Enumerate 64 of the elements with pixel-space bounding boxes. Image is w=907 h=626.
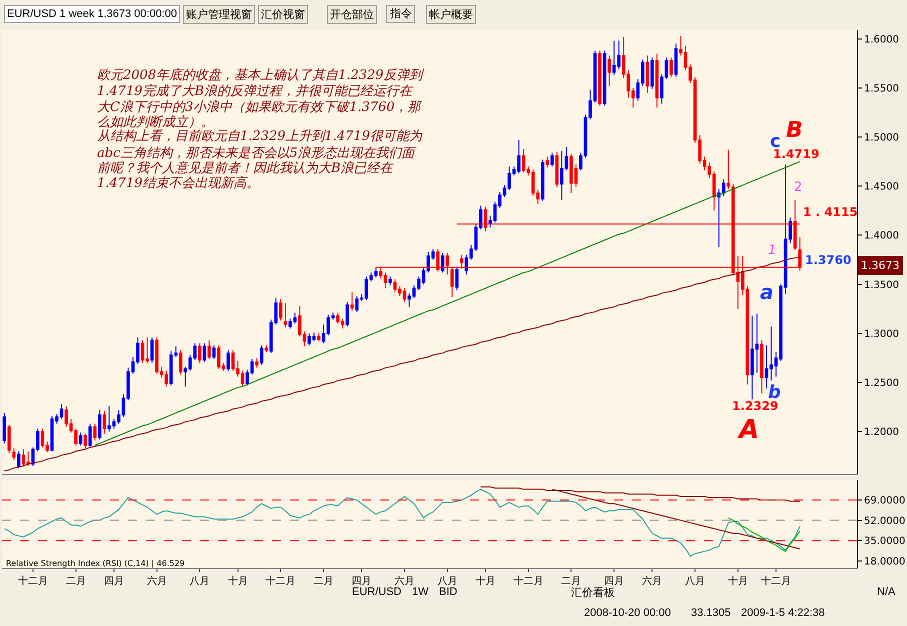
- y-tick-label: 1.3000: [864, 328, 899, 340]
- text: 汇价看板: [571, 586, 615, 599]
- annotation: 么如此判断成立）。: [97, 114, 214, 130]
- x-tick-label: 八月: [437, 576, 458, 587]
- text: 2009-1-5 4:22:38: [741, 607, 825, 619]
- annotation: B: [786, 118, 803, 143]
- y-tick-label: 1.6000: [864, 34, 899, 46]
- x-tick-label: 十二月: [266, 575, 296, 587]
- annotation: 从结构上看，目前欧元自1.2329上升到1.4719很可能为: [97, 129, 423, 144]
- text: 1.3760: [805, 253, 852, 267]
- text: 开仓部位: [330, 8, 374, 21]
- y-tick-label: 18.0000: [864, 556, 906, 568]
- text: 账户管理视窗: [186, 8, 252, 21]
- text: 1 . 4115: [803, 205, 858, 219]
- annotation: A: [737, 415, 760, 445]
- annotation: 2: [794, 180, 802, 195]
- annotation: 前呢？我个人意见是前者！因此我认为大B浪已经在: [97, 160, 395, 176]
- x-tick-label: 十月: [728, 575, 748, 587]
- annotation: 1.4719结束不会出现新高。: [97, 175, 260, 191]
- y-tick-label: 69.0000: [864, 496, 906, 507]
- text: 1.3673: [861, 259, 900, 272]
- x-tick-label: 四月: [352, 576, 372, 587]
- text: 帐户概要: [429, 8, 473, 21]
- x-tick-label: 二月: [314, 576, 334, 587]
- x-tick-label: 十二月: [513, 575, 544, 587]
- x-tick-label: 四月: [604, 576, 624, 587]
- text: BID: [439, 586, 458, 598]
- y-tick-label: 1.3500: [864, 280, 899, 291]
- text: 1W: [412, 586, 430, 598]
- y-tick-label: 1.5500: [864, 83, 899, 94]
- text: N/A: [877, 586, 896, 598]
- annotation: 1: [768, 243, 776, 258]
- text: 汇价视窗: [261, 8, 305, 21]
- x-tick-label: 十月: [475, 575, 496, 587]
- y-tick-label: 1.2000: [864, 427, 899, 438]
- annotation: 1.2329: [732, 399, 778, 413]
- y-tick-label: 35.0000: [864, 536, 906, 548]
- annotation: 1.4719完成了大B浪的反弹过程，并很可能已经运行在: [97, 83, 414, 99]
- x-tick-label: 八月: [685, 576, 706, 587]
- text: 33.1305: [691, 607, 731, 619]
- x-tick-label: 十二月: [761, 575, 792, 587]
- y-tick-label: 1.4500: [864, 182, 899, 193]
- y-tick-label: 52.0000: [864, 516, 906, 527]
- x-tick-label: 十月: [228, 575, 248, 587]
- annotation: 欧元2008年底的收盘，基本上确认了其自1.2329反弹到: [97, 68, 425, 83]
- annotation: a: [760, 280, 774, 304]
- annotation: Relative Strength Index (RSI) (C,14) | 46.529: [6, 559, 185, 568]
- x-tick-label: 二月: [66, 576, 86, 587]
- annotation: abc三角结构，那否未来是否会以5浪形态出现在我们面: [97, 145, 417, 161]
- text: 指令: [389, 8, 412, 20]
- text: 2008-10-20 00:00: [584, 607, 671, 619]
- x-tick-label: 六月: [146, 575, 167, 587]
- annotation: 大C浪下行中的3小浪中（如果欧元有效下破1.3760，那: [97, 99, 423, 115]
- y-tick-label: 1.4000: [864, 230, 899, 242]
- y-tick-label: 1.2500: [864, 378, 899, 390]
- x-tick-label: 四月: [104, 576, 124, 587]
- text: EUR/USD: [352, 586, 402, 598]
- x-tick-label: 二月: [561, 576, 582, 587]
- y-tick-label: 1.5000: [864, 132, 899, 144]
- x-tick-label: 十二月: [18, 575, 48, 587]
- x-tick-label: 八月: [190, 576, 210, 587]
- x-tick-label: 六月: [394, 575, 414, 587]
- text: EUR/USD 1 week 1.3673 00:00:00: [7, 8, 177, 20]
- x-tick-label: 六月: [642, 575, 662, 587]
